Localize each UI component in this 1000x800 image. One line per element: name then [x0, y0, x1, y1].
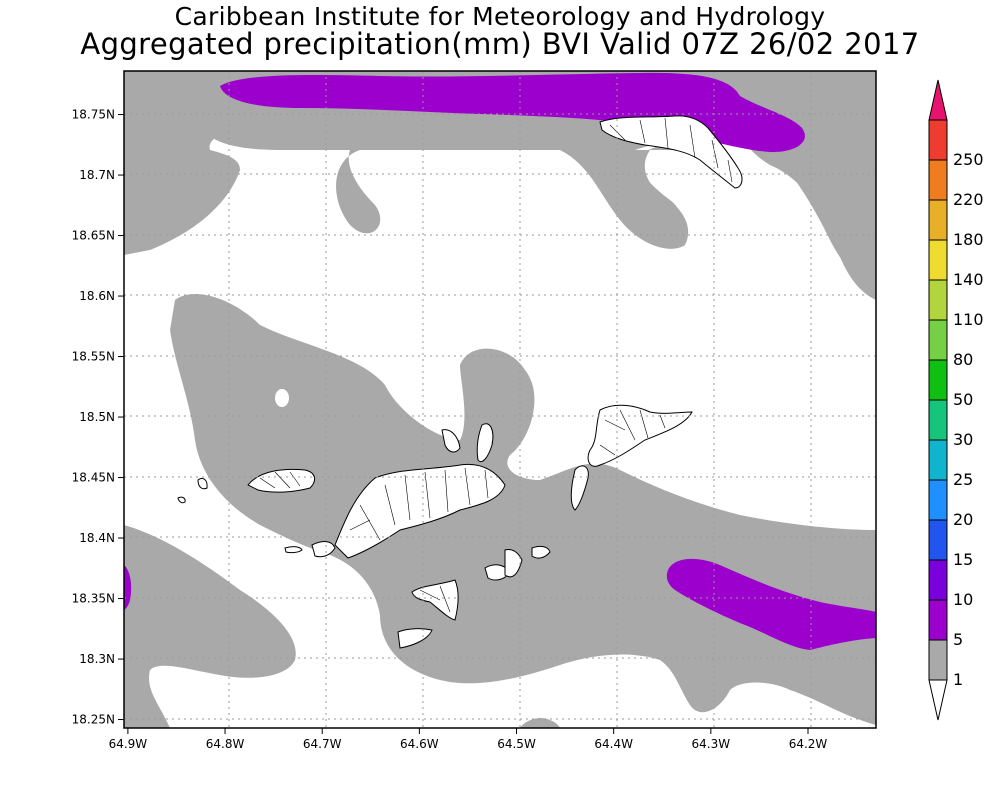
colorbar-label: 80: [953, 350, 973, 369]
map-title-product: Aggregated precipitation(mm) BVI Valid 0…: [80, 27, 920, 61]
colorbar-arrow-low: [928, 679, 948, 721]
colorbar-segment: [928, 159, 948, 201]
island-little-thatch: [284, 546, 303, 554]
y-tick-label: 18.55N: [72, 350, 115, 364]
island-tortola: [334, 463, 506, 559]
x-tick-label: 64.8W: [206, 737, 245, 751]
island-outlines: [177, 115, 743, 649]
colorbar-segment: [928, 559, 948, 601]
x-tick-label: 64.2W: [789, 737, 828, 751]
colorbar-label: 20: [953, 510, 973, 529]
colorbar-label: 25: [953, 470, 973, 489]
colorbar-label: 140: [953, 270, 984, 289]
island-salt: [531, 545, 551, 559]
colorbar-label: 30: [953, 430, 973, 449]
x-tick-label: 64.3W: [692, 737, 731, 751]
island-sandy-cay: [197, 477, 208, 490]
island-beef: [311, 541, 336, 558]
y-tick-label: 18.3N: [79, 652, 115, 666]
colorbar-segment: [928, 199, 948, 241]
y-tick-label: 18.75N: [72, 108, 115, 122]
island-jost-van-dyke: [247, 468, 316, 493]
colorbar-segment: [928, 439, 948, 481]
colorbar-segment: [928, 359, 948, 401]
colorbar-label: 110: [953, 310, 984, 329]
precip-area-north-gray-left: [124, 110, 290, 255]
island-cooper: [504, 549, 523, 578]
colorbar-segment: [928, 639, 948, 681]
colorbar-label: 250: [953, 150, 984, 169]
x-axis: 64.9W 64.8W 64.7W 64.6W 64.5W 64.4W 64.3W 64.2W: [109, 728, 828, 751]
y-tick-label: 18.7N: [79, 168, 115, 182]
colorbar-segment: [928, 399, 948, 441]
precip-area-north-purple: [220, 72, 805, 153]
colorbar-segment: [928, 599, 948, 641]
y-tick-label: 18.25N: [72, 713, 115, 727]
island-guana: [476, 423, 494, 463]
y-tick-label: 18.35N: [72, 592, 115, 606]
colorbar-segment: [928, 319, 948, 361]
colorbar-arrow-high: [928, 79, 948, 121]
precipitation-field: [124, 71, 876, 728]
y-axis: 18.75N 18.7N 18.65N 18.6N 18.55N 18.5N 18.45N 1…: [72, 108, 124, 727]
x-tick-label: 64.4W: [594, 737, 633, 751]
colorbar-label: 15: [953, 550, 973, 569]
precip-area-west-purple: [124, 565, 132, 610]
map-title-institute: Caribbean Institute for Meteorology and …: [174, 2, 826, 31]
y-tick-label: 18.5N: [79, 410, 115, 424]
colorbar-label: 180: [953, 230, 984, 249]
x-tick-label: 64.6W: [400, 737, 439, 751]
y-tick-label: 18.65N: [72, 229, 115, 243]
island-norman: [411, 579, 459, 621]
map-gridlines: [124, 71, 876, 728]
precip-area-east-purple: [666, 558, 876, 650]
y-tick-label: 18.4N: [79, 531, 115, 545]
x-tick-label: 64.5W: [497, 737, 536, 751]
colorbar-label: 220: [953, 190, 984, 209]
island-peter: [397, 628, 433, 649]
colorbar-segment: [928, 279, 948, 321]
precip-area-south-west-gray: [124, 525, 296, 728]
island-small-west: [177, 496, 186, 504]
precip-area-south-gray: [520, 717, 560, 728]
y-tick-label: 18.6N: [79, 289, 115, 303]
colorbar-label: 5: [953, 630, 963, 649]
colorbar-segment: [928, 119, 948, 161]
island-anegada: [599, 115, 743, 189]
precip-area-north-gray-right: [738, 115, 876, 300]
x-tick-label: 64.7W: [303, 737, 342, 751]
colorbar-label: 1: [953, 670, 963, 689]
island-virgin-gorda: [587, 404, 693, 467]
colorbar-segment: [928, 519, 948, 561]
dry-pocket: [275, 389, 289, 407]
colorbar-label: 50: [953, 390, 973, 409]
colorbar-label: 10: [953, 590, 973, 609]
map-frame: [123, 70, 877, 729]
precip-area-central-gray: [170, 294, 876, 725]
precip-area-north-gray-mid: [560, 150, 689, 249]
colorbar-segment: [928, 239, 948, 281]
y-tick-label: 18.45N: [72, 471, 115, 485]
island-great-camanoe: [441, 429, 461, 453]
x-tick-label: 64.9W: [109, 737, 148, 751]
colorbar-segment: [928, 479, 948, 521]
